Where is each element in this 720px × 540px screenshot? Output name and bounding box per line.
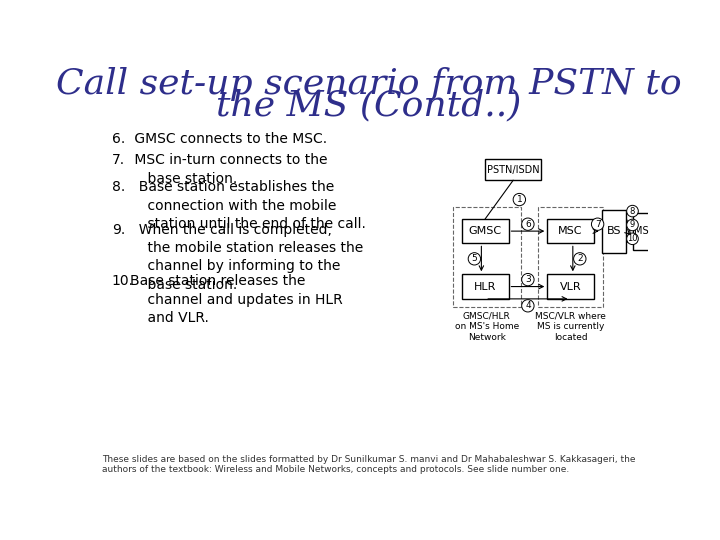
Text: 1: 1 — [516, 195, 522, 204]
Text: Base station releases the
    channel and updates in HLR
    and VLR.: Base station releases the channel and up… — [130, 274, 343, 325]
Text: These slides are based on the slides formatted by Dr Sunilkumar S. manvi and Dr : These slides are based on the slides for… — [102, 455, 635, 475]
Text: GMSC connects to the MSC.: GMSC connects to the MSC. — [130, 132, 328, 146]
Bar — [485, 159, 541, 180]
Text: 9.: 9. — [112, 222, 125, 237]
Text: 4: 4 — [525, 301, 531, 310]
Text: 6: 6 — [525, 220, 531, 229]
Circle shape — [522, 300, 534, 312]
Text: GMSC: GMSC — [469, 226, 502, 236]
Circle shape — [626, 205, 639, 217]
Text: 2: 2 — [577, 254, 582, 264]
Text: MSC/VLR where
MS is currently
located: MSC/VLR where MS is currently located — [535, 311, 606, 342]
Circle shape — [626, 233, 639, 245]
Text: 7: 7 — [595, 220, 600, 229]
Circle shape — [574, 253, 586, 265]
Bar — [453, 207, 521, 307]
Text: 6.: 6. — [112, 132, 125, 146]
Text: Call set-up scenario from PSTN to: Call set-up scenario from PSTN to — [56, 67, 682, 101]
Text: HLR: HLR — [474, 281, 496, 292]
Circle shape — [522, 218, 534, 231]
Text: 8.: 8. — [112, 180, 125, 194]
Text: 7.: 7. — [112, 153, 125, 167]
Circle shape — [468, 253, 481, 265]
Text: GMSC/HLR
on MS's Home
Network: GMSC/HLR on MS's Home Network — [454, 311, 519, 342]
Bar — [547, 219, 594, 244]
Text: MSC: MSC — [558, 226, 582, 236]
Text: 9: 9 — [630, 220, 635, 230]
Bar — [462, 219, 508, 244]
Text: VLR: VLR — [559, 281, 581, 292]
Circle shape — [591, 218, 604, 231]
Circle shape — [626, 219, 639, 231]
Bar — [547, 274, 594, 299]
Text: Base station establishes the
    connection with the mobile
    station until th: Base station establishes the connection … — [130, 180, 366, 231]
Text: 8: 8 — [630, 207, 635, 215]
Text: MSC in-turn connects to the
    base station.: MSC in-turn connects to the base station… — [130, 153, 328, 186]
Bar — [632, 213, 651, 249]
Bar — [462, 274, 508, 299]
Circle shape — [513, 193, 526, 206]
Text: PSTN/ISDN: PSTN/ISDN — [487, 165, 539, 174]
Text: BS: BS — [607, 226, 621, 236]
Text: When the call is completed,
    the mobile station releases the
    channel by i: When the call is completed, the mobile s… — [130, 222, 364, 292]
Text: the MS (Contd..): the MS (Contd..) — [216, 89, 522, 123]
Circle shape — [522, 273, 534, 286]
Text: 3: 3 — [525, 275, 531, 284]
Text: 10: 10 — [627, 234, 638, 244]
Text: 10.: 10. — [112, 274, 134, 288]
Text: MS: MS — [634, 226, 649, 236]
Text: 5: 5 — [472, 254, 477, 264]
Bar — [538, 207, 603, 307]
Bar — [601, 210, 626, 253]
